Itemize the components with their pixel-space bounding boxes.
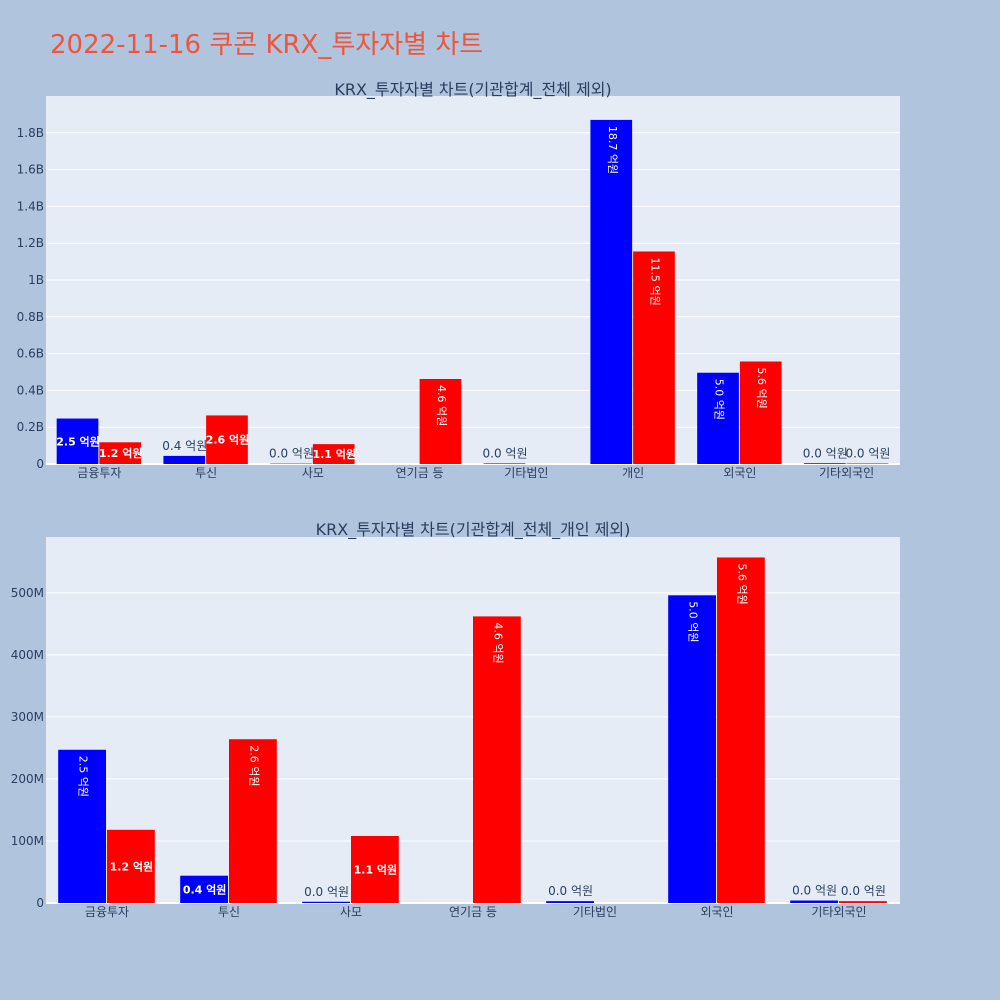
chart-title-0: KRX_투자자별 차트(기관합계_전체 제외) (334, 80, 611, 100)
bar-label: 0.4 억원 (183, 882, 227, 896)
bar[interactable] (633, 251, 675, 464)
bar-label: 0.0 억원 (845, 446, 890, 460)
bar-label: 1.1 억원 (354, 863, 398, 877)
bar-label: 0.0 억원 (803, 446, 848, 460)
bar-label: 2.5 억원 (56, 434, 100, 448)
y-tick-label: 0 (36, 457, 44, 471)
x-tick-label: 기타외국인 (811, 905, 866, 919)
x-tick-label: 연기금 등 (449, 905, 497, 919)
x-tick-label: 외국인 (723, 466, 756, 480)
y-tick-label: 0.8B (17, 310, 44, 324)
y-tick-label: 0.4B (17, 383, 44, 397)
bar-label: 11.5 억원 (648, 257, 661, 305)
x-tick-label: 기타법인 (504, 466, 548, 480)
bar[interactable] (206, 415, 248, 464)
bar-label: 1.1 억원 (312, 447, 356, 461)
y-tick-label: 400M (11, 648, 44, 662)
bar[interactable] (302, 901, 350, 903)
x-tick-label: 금융투자 (85, 905, 129, 919)
x-tick-label: 투신 (195, 466, 217, 480)
bar[interactable] (163, 455, 206, 464)
x-tick-label: 연기금 등 (396, 466, 444, 480)
bar-label: 0.4 억원 (162, 439, 207, 453)
bar-label: 2.6 억원 (247, 745, 260, 786)
bar[interactable] (590, 119, 633, 465)
bar-label: 5.6 억원 (735, 563, 748, 604)
bar-label: 4.6 억원 (435, 385, 448, 426)
y-tick-label: 200M (11, 772, 44, 786)
bar[interactable] (419, 378, 462, 464)
bar-label: 2.5 억원 (77, 756, 90, 797)
bar-label: 0.0 억원 (269, 447, 314, 461)
y-tick-label: 0 (36, 896, 44, 910)
y-tick-label: 500M (11, 586, 44, 600)
bar[interactable] (697, 372, 739, 464)
bar[interactable] (58, 749, 106, 903)
bar-label: 2.6 억원 (206, 433, 250, 447)
bar[interactable] (839, 901, 887, 903)
y-tick-label: 1.8B (17, 126, 44, 140)
bar[interactable] (668, 595, 716, 903)
bar[interactable] (107, 829, 155, 903)
bar[interactable] (229, 739, 277, 903)
bar-label: 5.0 억원 (687, 601, 700, 642)
y-tick-label: 1.6B (17, 163, 44, 177)
x-tick-label: 금융투자 (77, 466, 121, 480)
bar-label: 0.0 억원 (548, 884, 593, 898)
bar[interactable] (546, 901, 594, 903)
bar[interactable] (351, 836, 399, 903)
y-tick-label: 0.2B (17, 420, 44, 434)
y-tick-label: 100M (11, 834, 44, 848)
bar-label: 18.7 억원 (606, 126, 619, 174)
bar-label: 0.0 억원 (841, 884, 886, 898)
y-tick-label: 300M (11, 710, 44, 724)
bar[interactable] (99, 442, 142, 464)
page-title: 2022-11-16 쿠콘 KRX_투자자별 차트 (50, 30, 484, 60)
bar-label: 5.6 억원 (755, 368, 768, 409)
y-tick-label: 1B (28, 273, 44, 287)
bar-label: 5.0 억원 (713, 379, 726, 420)
y-tick-label: 1.2B (17, 236, 44, 250)
bar[interactable] (312, 444, 355, 464)
bar-label: 1.2 억원 (99, 446, 143, 460)
bar[interactable] (180, 875, 228, 903)
chart-title-1: KRX_투자자별 차트(기관합계_전체_개인 제외) (316, 520, 631, 540)
bar[interactable] (846, 463, 889, 464)
bar[interactable] (803, 463, 846, 464)
bar-label: 0.0 억원 (304, 885, 349, 899)
x-tick-label: 개인 (622, 466, 644, 480)
bar-label: 4.6 억원 (491, 622, 504, 663)
x-tick-label: 기타법인 (573, 905, 617, 919)
bar[interactable] (56, 418, 99, 464)
bar[interactable] (483, 463, 526, 464)
x-tick-label: 기타외국인 (819, 466, 874, 480)
x-tick-label: 사모 (302, 466, 324, 480)
x-tick-label: 사모 (340, 905, 362, 919)
bar-label: 0.0 억원 (483, 446, 528, 460)
bar[interactable] (739, 361, 782, 464)
bar[interactable] (790, 900, 838, 903)
bar[interactable] (717, 557, 765, 903)
bar-label: 0.0 억원 (792, 884, 837, 898)
bar[interactable] (473, 616, 521, 903)
x-tick-label: 투신 (218, 905, 240, 919)
x-tick-label: 외국인 (700, 905, 733, 919)
bar-label: 1.2 억원 (110, 859, 154, 873)
y-tick-label: 1.4B (17, 199, 44, 213)
y-tick-label: 0.6B (17, 347, 44, 361)
